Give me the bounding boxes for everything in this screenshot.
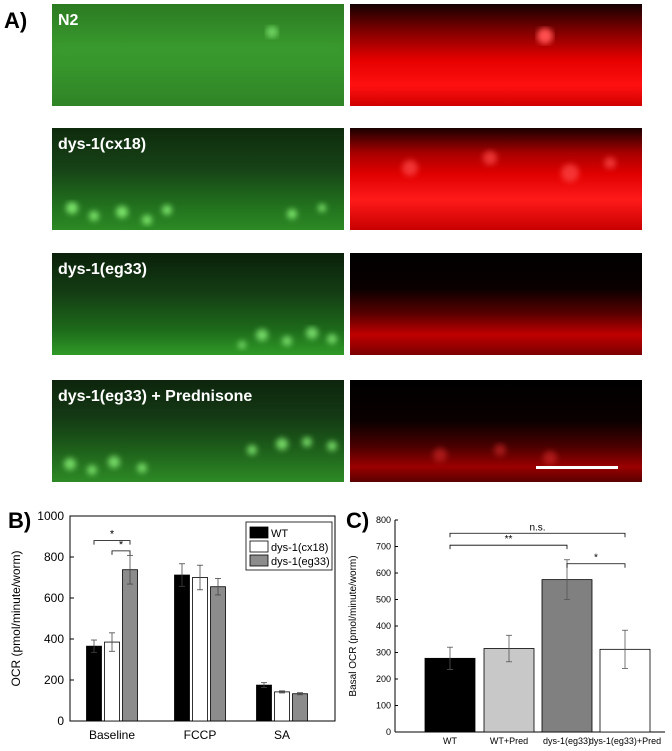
bar: [424, 657, 476, 733]
bar: [174, 574, 190, 722]
panel-c-letter: C): [346, 508, 370, 533]
y-tick-label: 400: [376, 621, 391, 631]
row-label-eg33-pred: dys-1(eg33) + Prednisone: [58, 388, 253, 405]
y-tick-label: 600: [376, 568, 391, 578]
legend-swatch: [249, 526, 269, 539]
row-label-n2: N2: [58, 12, 79, 29]
significance-label: **: [505, 534, 513, 545]
x-tick-label: dys-1(eg33): [543, 736, 591, 746]
micrograph-n2-red: [350, 4, 642, 106]
panel-a-letter: A): [4, 8, 28, 33]
y-tick-label: 600: [44, 591, 64, 605]
legend-swatch: [249, 540, 269, 553]
significance-bracket: [93, 540, 131, 545]
significance-bracket: [111, 550, 131, 555]
y-tick-label: 200: [44, 673, 64, 687]
micrograph-cx18-red: [350, 128, 642, 230]
significance-label: *: [119, 539, 124, 551]
legend-label: dys-1(eg33): [271, 556, 330, 568]
legend-label: WT: [271, 528, 288, 540]
bar: [210, 586, 226, 722]
y-axis-label: OCR (pmol/minute/worm): [9, 550, 23, 686]
bar: [292, 693, 308, 722]
row-label-eg33: dys-1(eg33): [58, 261, 147, 278]
significance-label: *: [594, 553, 598, 564]
ocr-bar-chart: 0 200 400 600 800 1000 OCR (pmol/minute/worm) B…: [9, 509, 336, 742]
y-tick-label: 800: [376, 515, 391, 525]
bar: [104, 641, 120, 722]
significance-label: n.s.: [529, 522, 545, 533]
row-label-cx18: dys-1(cx18): [58, 136, 147, 153]
significance-bracket: [449, 532, 626, 538]
micrograph-n2-green: N2: [52, 4, 344, 106]
y-tick-label: 200: [376, 674, 391, 684]
y-tick-label: 0: [57, 714, 64, 728]
significance-bracket: [449, 544, 568, 550]
y-tick-label: 800: [44, 550, 64, 564]
y-tick-label: 300: [376, 648, 391, 658]
y-tick-label: 100: [376, 701, 391, 711]
x-tick-label: SA: [274, 728, 290, 742]
x-tick-label: Baseline: [89, 728, 135, 742]
x-tick-label: FCCP: [184, 728, 217, 742]
legend-label: dys-1(cx18): [271, 542, 328, 554]
micrograph-eg33-pred-red: [350, 380, 642, 482]
scale-bar: [536, 466, 618, 469]
micrograph-cx18-green: dys-1(cx18): [52, 128, 344, 230]
x-tick-label: WT+Pred: [490, 736, 528, 746]
bar: [122, 569, 138, 722]
significance-bracket: [566, 563, 626, 568]
micrograph-eg33-red: [350, 253, 642, 355]
y-tick-label: 500: [376, 595, 391, 605]
micrograph-eg33-pred-green: dys-1(eg33) + Prednisone: [52, 380, 344, 482]
bar: [192, 577, 208, 722]
basal-ocr-bar-chart: 0 100 200 300 400 500 600 700 800 Basal OCR (pmol…: [348, 515, 665, 746]
x-tick-label: dys-1(eg33)+Pred: [589, 736, 661, 746]
panel-b-letter: B): [8, 508, 32, 533]
y-tick-label: 1000: [37, 509, 64, 523]
bar: [86, 645, 102, 722]
y-tick-label: 0: [386, 727, 391, 737]
y-tick-label: 700: [376, 542, 391, 552]
legend-swatch: [249, 554, 269, 567]
bar: [256, 684, 272, 722]
bar: [274, 691, 290, 722]
y-tick-label: 400: [44, 632, 64, 646]
significance-label: *: [110, 529, 115, 541]
bar: [541, 579, 593, 733]
y-axis-label: Basal OCR (pmol/minute/worm): [348, 555, 359, 696]
x-tick-label: WT: [443, 736, 457, 746]
micrograph-eg33-green: dys-1(eg33): [52, 253, 344, 355]
